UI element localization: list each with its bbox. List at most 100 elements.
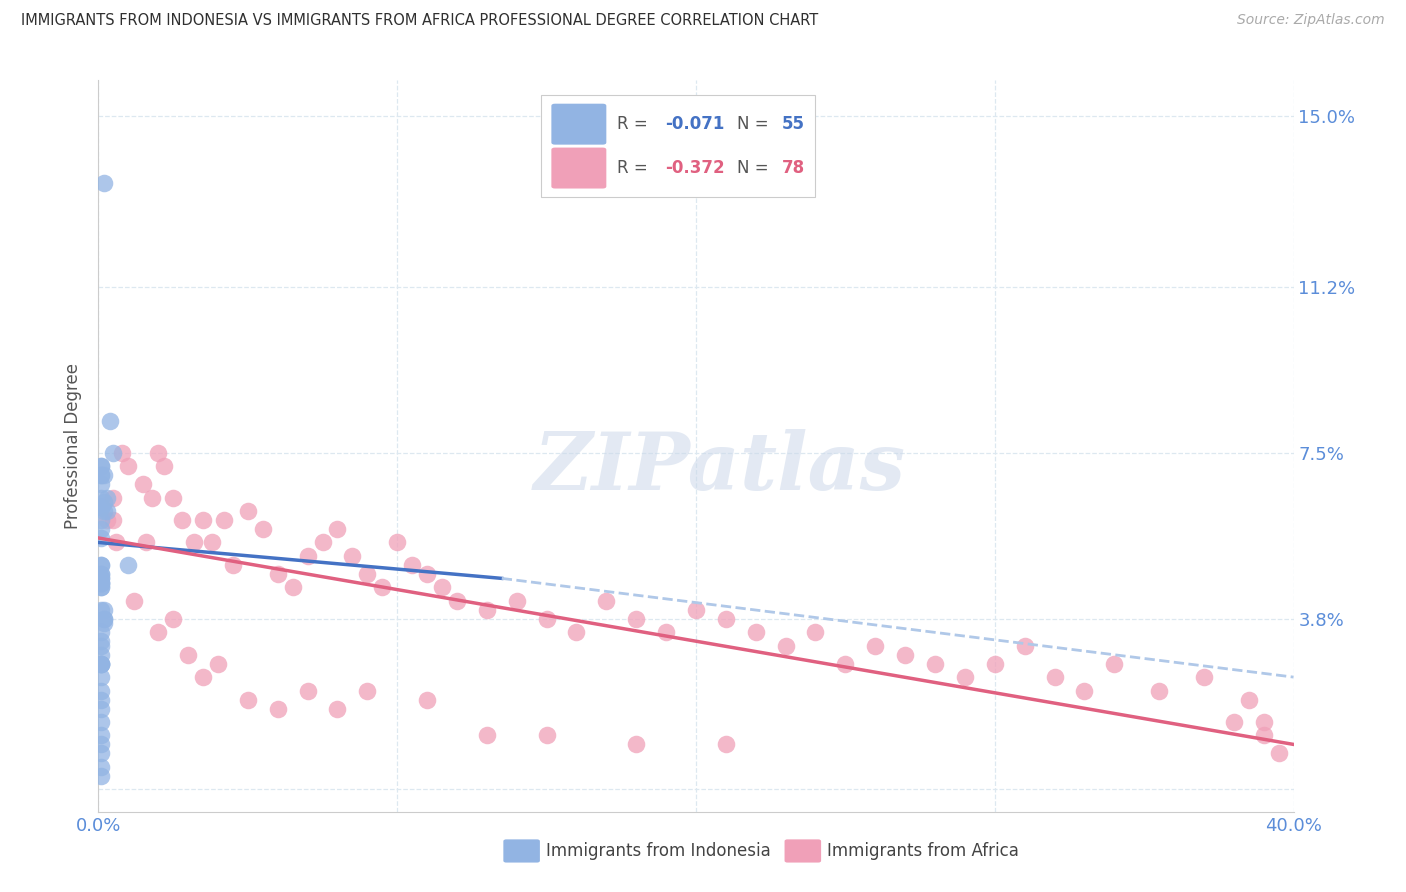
Point (93, 468, 115, 483)
Point (536, 728, 558, 742)
Point (714, 738, 737, 752)
Point (90, 575, 112, 590)
Point (714, 612, 737, 626)
Point (105, 535, 128, 549)
Point (93, 616, 115, 631)
Point (93, 603, 115, 617)
Point (1192, 670, 1215, 684)
Point (141, 491, 163, 505)
Point (90, 491, 112, 505)
Point (103, 491, 125, 505)
Point (297, 683, 319, 698)
Point (90, 657, 112, 671)
Point (326, 701, 349, 715)
Point (267, 566, 290, 581)
Point (148, 446, 170, 460)
Point (124, 594, 146, 608)
Point (342, 549, 364, 563)
Point (356, 683, 378, 698)
Point (96, 513, 118, 527)
Point (90, 468, 112, 483)
Point (183, 535, 205, 549)
Point (90, 714, 112, 729)
Point (401, 558, 423, 572)
Point (1253, 728, 1275, 742)
Text: IMMIGRANTS FROM INDONESIA VS IMMIGRANTS FROM AFRICA PROFESSIONAL DEGREE CORRELAT: IMMIGRANTS FROM INDONESIA VS IMMIGRANTS … (21, 13, 818, 29)
Text: 78: 78 (782, 159, 806, 177)
Point (90, 558, 112, 572)
Point (565, 625, 588, 640)
Point (90, 692, 112, 706)
Point (90, 513, 112, 527)
Text: Immigrants from Indonesia: Immigrants from Indonesia (546, 842, 770, 860)
Point (222, 558, 245, 572)
Point (90, 657, 112, 671)
Point (90, 477, 112, 491)
Point (90, 683, 112, 698)
Point (326, 522, 349, 536)
Point (90, 531, 112, 545)
Point (90, 459, 112, 474)
Point (626, 612, 648, 626)
Point (201, 535, 224, 549)
Point (132, 477, 155, 491)
FancyBboxPatch shape (551, 103, 606, 145)
Point (430, 580, 453, 594)
Text: R =: R = (617, 115, 654, 133)
Text: Source: ZipAtlas.com: Source: ZipAtlas.com (1237, 13, 1385, 28)
Point (90, 468, 112, 483)
Point (90, 566, 112, 581)
Point (148, 625, 170, 640)
Point (90, 558, 112, 572)
Point (685, 603, 707, 617)
Text: -0.372: -0.372 (665, 159, 724, 177)
Point (371, 580, 394, 594)
Point (90, 634, 112, 648)
FancyBboxPatch shape (540, 95, 815, 197)
Text: Immigrants from Africa: Immigrants from Africa (827, 842, 1018, 860)
Point (267, 701, 290, 715)
Point (311, 535, 333, 549)
Point (90, 580, 112, 594)
Point (506, 594, 529, 608)
Point (1223, 714, 1246, 729)
Point (93, 177, 115, 191)
Point (90, 639, 112, 653)
Point (90, 571, 112, 585)
Point (90, 566, 112, 581)
Point (96, 504, 118, 518)
Point (90, 522, 112, 536)
Text: N =: N = (737, 115, 773, 133)
Point (655, 625, 678, 640)
Point (172, 513, 194, 527)
Point (212, 513, 235, 527)
Text: -0.071: -0.071 (665, 115, 724, 133)
Point (90, 625, 112, 640)
Point (1104, 657, 1126, 671)
Point (90, 571, 112, 585)
Point (93, 612, 115, 626)
Point (191, 513, 214, 527)
Point (90, 500, 112, 514)
Point (90, 769, 112, 783)
Point (90, 459, 112, 474)
Point (804, 625, 827, 640)
Point (90, 603, 112, 617)
Point (90, 500, 112, 514)
Point (90, 670, 112, 684)
Point (475, 603, 498, 617)
Point (536, 612, 558, 626)
Point (162, 612, 184, 626)
Point (90, 657, 112, 671)
Point (93, 495, 115, 509)
Point (90, 747, 112, 761)
Point (356, 566, 378, 581)
Point (191, 670, 214, 684)
FancyBboxPatch shape (551, 147, 606, 188)
Point (100, 414, 122, 428)
Point (96, 491, 118, 505)
Point (446, 594, 468, 608)
Point (1237, 692, 1260, 706)
Point (475, 728, 498, 742)
Point (162, 491, 184, 505)
